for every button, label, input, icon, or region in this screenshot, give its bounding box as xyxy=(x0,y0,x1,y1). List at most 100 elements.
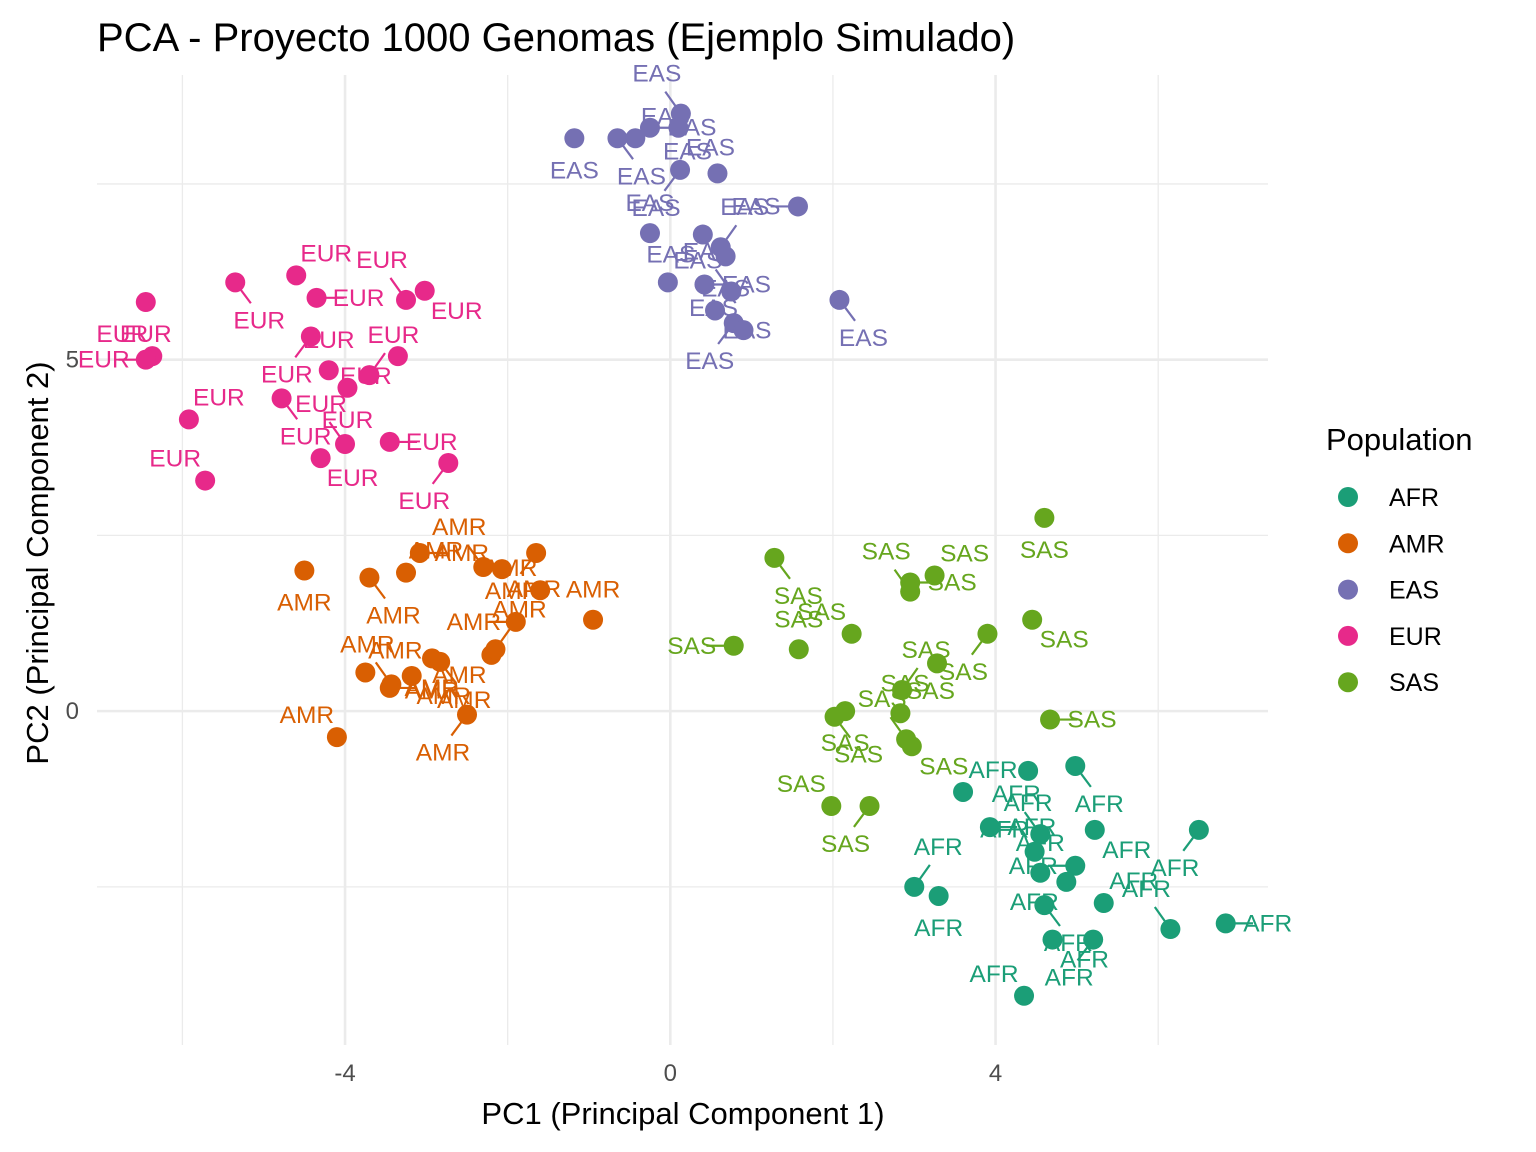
grid xyxy=(97,75,1268,1045)
eas-point-label: EAS xyxy=(686,135,735,162)
sas-point xyxy=(977,623,998,644)
afr-point-label: AFR xyxy=(914,834,963,861)
amr-point xyxy=(457,704,478,725)
amr-point xyxy=(526,542,547,563)
amr-point xyxy=(355,662,376,683)
eur-point-label: EUR xyxy=(96,321,148,348)
afr-point xyxy=(1024,841,1045,862)
sas-point-label: SAS xyxy=(821,831,870,858)
afr-point xyxy=(1093,893,1114,914)
chart-title: PCA - Proyecto 1000 Genomas (Ejemplo Sim… xyxy=(97,16,1015,60)
legend: Population AFR AMR EAS EUR SAS xyxy=(1326,422,1473,697)
amr-point xyxy=(409,542,430,563)
eur-point xyxy=(306,287,327,308)
legend-key-afr xyxy=(1338,487,1358,507)
sas-point xyxy=(859,796,880,817)
eas-point xyxy=(787,196,808,217)
sas-point xyxy=(927,653,948,674)
eur-point-label: EUR xyxy=(300,240,352,267)
sas-point xyxy=(788,639,809,660)
afr-point xyxy=(1065,755,1086,776)
eur-point xyxy=(387,346,408,367)
sas-point xyxy=(890,703,911,724)
eas-point xyxy=(639,117,660,138)
eur-point xyxy=(178,409,199,430)
eas-point xyxy=(607,128,628,149)
data-points xyxy=(135,103,1236,1006)
eur-point-label: EUR xyxy=(431,298,483,325)
sas-point-label: SAS xyxy=(862,539,911,566)
afr-point xyxy=(979,817,1000,838)
amr-point xyxy=(396,562,417,583)
eas-point xyxy=(625,128,646,149)
amr-point xyxy=(326,727,347,748)
amr-point-label: AMR xyxy=(366,603,420,630)
afr-point-label: AFR xyxy=(1045,965,1094,992)
sas-point-label: SAS xyxy=(777,771,826,798)
eas-point xyxy=(657,272,678,293)
eur-point-label: EUR xyxy=(322,407,374,434)
eur-point xyxy=(414,280,435,301)
sas-point-label: SAS xyxy=(940,540,989,567)
sas-point xyxy=(723,635,744,656)
amr-point xyxy=(491,559,512,580)
eur-point-label: EUR xyxy=(78,347,130,374)
legend-title: Population xyxy=(1326,422,1473,457)
afr-point xyxy=(1065,855,1086,876)
eur-point xyxy=(271,388,292,409)
sas-point xyxy=(821,796,842,817)
eas-point-label: EAS xyxy=(550,157,599,184)
sas-point-label: SAS xyxy=(1068,707,1117,734)
eas-point xyxy=(692,224,713,245)
eas-point xyxy=(670,159,691,180)
sas-point-label: SAS xyxy=(906,678,955,705)
sas-point xyxy=(900,581,921,602)
legend-label-sas: SAS xyxy=(1389,669,1439,697)
eur-point xyxy=(135,349,156,370)
eur-point-label: EUR xyxy=(193,384,245,411)
eas-point xyxy=(639,223,660,244)
amr-point xyxy=(505,611,526,632)
afr-point-label: AFR xyxy=(1122,876,1171,903)
afr-point-label: AFR xyxy=(992,781,1041,808)
x-tick-label: 0 xyxy=(664,1060,677,1087)
afr-point-label: AFR xyxy=(1150,855,1199,882)
eur-point xyxy=(335,434,356,455)
eas-point xyxy=(564,128,585,149)
legend-key-sas xyxy=(1338,672,1358,693)
amr-point xyxy=(473,557,494,578)
afr-point xyxy=(1042,929,1063,950)
eur-point xyxy=(195,470,216,491)
eas-point-label: EAS xyxy=(646,242,695,269)
amr-point-label: AMR xyxy=(432,514,486,541)
sas-point xyxy=(1040,709,1061,730)
eur-point xyxy=(300,326,321,347)
legend-key-eur xyxy=(1338,625,1358,646)
amr-point-label: AMR xyxy=(340,631,394,658)
eas-point-label: EAS xyxy=(632,61,681,88)
sas-point-label: SAS xyxy=(834,742,883,769)
amr-point-label: AMR xyxy=(447,609,501,636)
afr-point-label: AFR xyxy=(1004,790,1053,817)
eur-point xyxy=(135,292,156,313)
y-axis-title: PC2 (Principal Component 2) xyxy=(20,361,55,764)
afr-point-label: AFR xyxy=(969,757,1018,784)
eur-point xyxy=(318,360,339,381)
amr-point xyxy=(485,639,506,660)
eur-point xyxy=(310,448,331,469)
amr-point xyxy=(430,651,451,672)
amr-point xyxy=(530,580,551,601)
eas-point xyxy=(694,274,715,295)
sas-point xyxy=(892,680,913,701)
eas-point xyxy=(705,300,726,321)
afr-point xyxy=(1056,871,1077,892)
afr-point xyxy=(1084,819,1105,840)
eas-point xyxy=(721,281,742,302)
eur-point-label: EUR xyxy=(398,488,450,515)
eur-point-label: EUR xyxy=(356,247,408,274)
eas-point-label: EAS xyxy=(663,138,712,165)
sas-point-label: SAS xyxy=(1040,627,1089,654)
y-tick-label: 0 xyxy=(66,698,79,725)
amr-point-label: AMR xyxy=(566,577,620,604)
eur-point-label: EUR xyxy=(280,423,332,450)
